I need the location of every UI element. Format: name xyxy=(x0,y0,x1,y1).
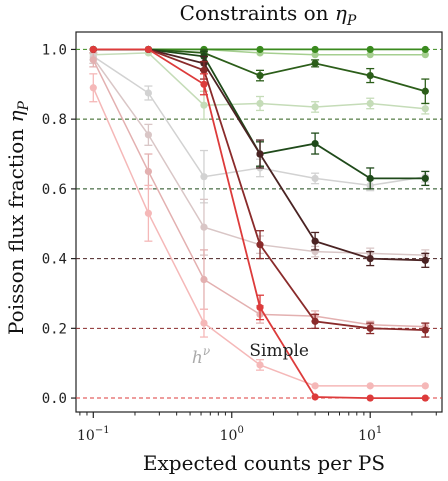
data-point xyxy=(311,237,319,245)
chart-title-symbol: η xyxy=(335,1,347,25)
data-point xyxy=(366,174,374,183)
data-point xyxy=(421,105,429,113)
data-point xyxy=(366,45,374,54)
data-point xyxy=(200,101,208,109)
data-point xyxy=(256,71,264,80)
data-point xyxy=(144,131,152,139)
data-point xyxy=(200,80,208,88)
y-axis-label-subscript: P xyxy=(16,100,32,111)
y-tick-label: 0.4 xyxy=(42,252,67,268)
series-h-nu xyxy=(89,73,429,390)
data-point xyxy=(421,382,429,390)
y-axis-label-text: Poisson flux fraction xyxy=(4,122,28,335)
x-tick-base: 10 xyxy=(220,428,238,444)
data-point xyxy=(311,317,319,325)
annotation: hν xyxy=(192,344,210,368)
data-point xyxy=(311,59,319,67)
data-point xyxy=(256,150,264,158)
data-point xyxy=(256,361,264,369)
data-point xyxy=(421,394,429,402)
data-point xyxy=(366,255,374,263)
y-tick-label: 0.8 xyxy=(42,112,67,128)
chart-title-subscript: P xyxy=(346,13,357,29)
x-axis-label: Expected counts per PS xyxy=(143,451,385,475)
data-point xyxy=(366,324,374,332)
data-point xyxy=(256,241,264,249)
data-point xyxy=(89,56,97,64)
annotation: Simple xyxy=(249,341,309,361)
data-point xyxy=(144,167,152,176)
data-point xyxy=(311,382,319,390)
data-point xyxy=(144,45,152,54)
plot-frame xyxy=(75,31,443,413)
plot-background xyxy=(76,32,442,412)
annotation-base: h xyxy=(192,348,203,368)
x-tick-exponent: 1 xyxy=(376,425,382,436)
data-point xyxy=(89,45,97,54)
series-simple xyxy=(89,45,429,402)
x-tick-label: 10−1 xyxy=(77,425,110,444)
data-point xyxy=(200,66,208,74)
data-point xyxy=(366,71,374,80)
x-axis-ticks: 10−1 100 101 xyxy=(77,412,437,444)
x-tick-exponent: −1 xyxy=(95,425,110,436)
data-point xyxy=(421,174,429,183)
data-point xyxy=(421,87,429,95)
data-point xyxy=(366,382,374,390)
data-point xyxy=(311,139,319,148)
data-point xyxy=(256,99,264,108)
data-point xyxy=(200,173,208,181)
data-point xyxy=(421,45,429,54)
data-point xyxy=(144,209,152,217)
data-point xyxy=(89,84,97,92)
y-tick-label: 0.6 xyxy=(42,182,67,198)
y-axis-ticks: 0.0 0.2 0.4 0.6 0.8 1.0 xyxy=(42,42,76,407)
y-tick-label: 1.0 xyxy=(42,42,67,58)
y-tick-label: 0.2 xyxy=(42,321,67,337)
y-axis-label-symbol: η xyxy=(4,110,28,122)
data-point xyxy=(144,89,152,97)
data-point xyxy=(256,45,264,54)
data-point xyxy=(200,275,208,284)
data-point xyxy=(366,51,374,59)
x-tick-label: 101 xyxy=(358,425,382,444)
data-point xyxy=(366,99,374,108)
data-point xyxy=(311,51,319,59)
data-point xyxy=(421,51,429,59)
y-axis-label: Poisson flux fraction ηP xyxy=(4,100,32,335)
x-tick-exponent: 0 xyxy=(237,425,243,436)
data-point xyxy=(366,394,374,402)
data-point xyxy=(311,103,319,111)
plot-border xyxy=(75,31,443,413)
data-point xyxy=(311,393,319,401)
x-tick-base: 10 xyxy=(77,428,95,444)
chart-title: Constraints on ηP xyxy=(180,1,357,29)
chart-title-text: Constraints on xyxy=(180,1,335,25)
x-tick-base: 10 xyxy=(358,428,376,444)
data-point xyxy=(311,45,319,54)
annotation-superscript: ν xyxy=(203,344,210,358)
data-point xyxy=(421,326,429,334)
x-tick-label: 100 xyxy=(220,425,244,444)
data-point xyxy=(421,256,429,264)
data-point xyxy=(256,303,264,312)
data-point xyxy=(200,223,208,231)
data-point xyxy=(200,319,208,327)
y-tick-label: 0.0 xyxy=(42,391,67,407)
data-point xyxy=(311,174,319,183)
